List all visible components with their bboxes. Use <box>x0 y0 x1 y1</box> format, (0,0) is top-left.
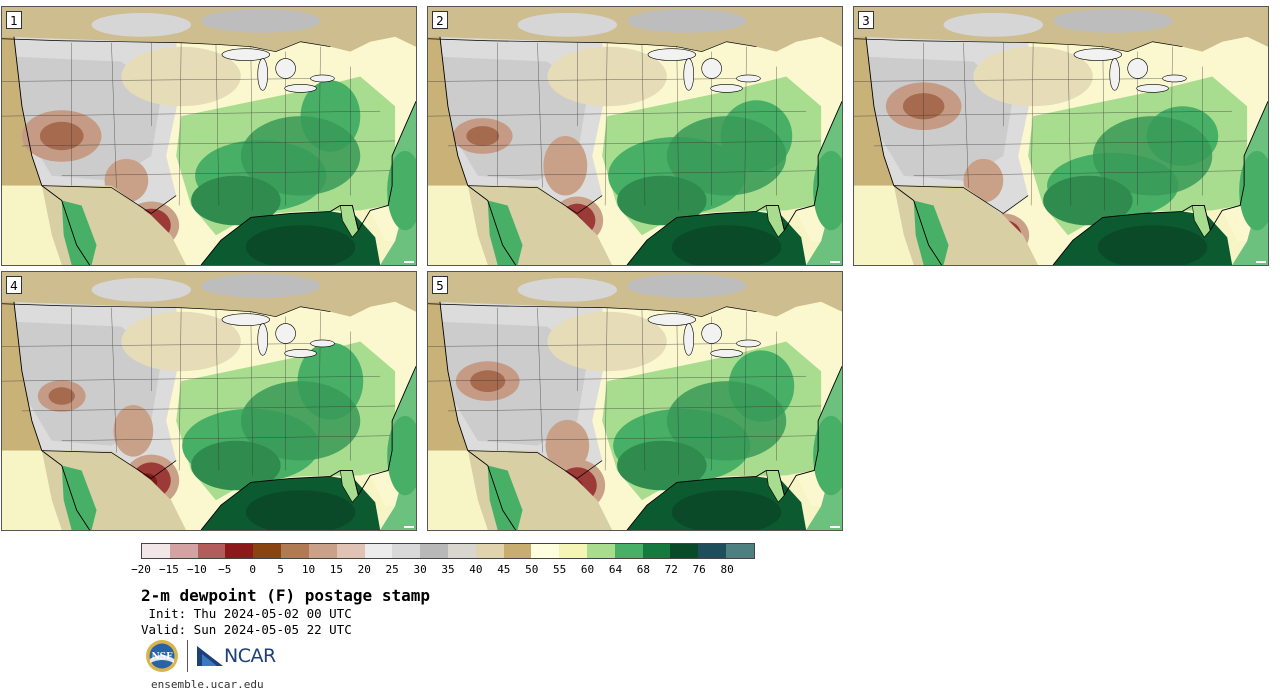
colorbar-swatch <box>614 544 643 558</box>
colorbar-swatch <box>308 544 337 558</box>
panel-label: 3 <box>858 11 874 29</box>
colorbar-tick-label: 76 <box>692 563 706 576</box>
colorbar-tick-label: 10 <box>301 563 316 576</box>
stamp-panel-1[interactable]: 1 <box>1 6 417 266</box>
dewpoint-map <box>428 272 842 530</box>
colorbar-tick-label: 50 <box>525 563 539 576</box>
dewpoint-colorbar <box>141 543 755 559</box>
stamp-panel-4[interactable]: 4 <box>1 271 417 531</box>
colorbar-swatch <box>670 544 699 558</box>
init-time: Init: Thu 2024-05-02 00 UTC <box>141 606 352 621</box>
colorbar-tick-label: 64 <box>608 563 623 576</box>
colorbar-swatch <box>698 544 727 558</box>
ncar-logo: NCAR <box>197 645 276 667</box>
colorbar-tick-label: 25 <box>385 563 399 576</box>
sponsor-logos: NSF NCAR <box>145 638 276 674</box>
colorbar-swatch <box>420 544 448 558</box>
scale-tick <box>404 261 414 263</box>
dewpoint-map <box>2 272 416 530</box>
panel-label: 2 <box>432 11 448 29</box>
colorbar-swatch <box>531 544 560 558</box>
nsf-logo-text: NSF <box>151 652 173 662</box>
colorbar-tick-label: 72 <box>664 563 678 576</box>
colorbar-tick-label: 0 <box>249 563 256 576</box>
colorbar-tick-label: 45 <box>497 563 511 576</box>
colorbar-tick-label: 80 <box>720 563 734 576</box>
colorbar-swatch <box>281 544 309 558</box>
dewpoint-map <box>428 7 842 265</box>
stamp-panel-5[interactable]: 5 <box>427 271 843 531</box>
panel-label: 5 <box>432 276 448 294</box>
colorbar-tick-label: −15 <box>158 563 179 576</box>
title-block: 2-m dewpoint (F) postage stamp Init: Thu… <box>141 586 430 638</box>
colorbar-tick-label: −20 <box>131 563 151 576</box>
colorbar-swatch <box>197 544 226 558</box>
colorbar-swatch <box>225 544 254 558</box>
colorbar-tick-label: 30 <box>413 563 427 576</box>
colorbar-tick-label: 5 <box>277 563 284 576</box>
scale-tick <box>830 261 840 263</box>
colorbar-swatch <box>392 544 421 558</box>
colorbar-tick-label: 15 <box>329 563 343 576</box>
colorbar-tick-label: 60 <box>580 563 595 576</box>
colorbar-tick-labels: −20 −15 −10 −5 0 5 10 15 20 25 30 35 40 45 50 55 60 64 68 7… <box>131 563 755 577</box>
dewpoint-map <box>2 7 416 265</box>
colorbar-tick-label: 35 <box>441 563 455 576</box>
logo-divider <box>187 640 188 672</box>
scale-tick <box>1256 261 1266 263</box>
scale-tick <box>830 526 840 528</box>
colorbar-tick-label: 20 <box>357 563 371 576</box>
colorbar-swatch <box>169 544 198 558</box>
colorbar-swatch <box>447 544 476 558</box>
colorbar-swatch <box>587 544 615 558</box>
colorbar-tick-label: −5 <box>218 563 232 576</box>
valid-time: Valid: Sun 2024-05-05 22 UTC <box>141 622 352 637</box>
dewpoint-map <box>854 7 1268 265</box>
colorbar-swatch <box>503 544 532 558</box>
colorbar-swatch <box>559 544 587 558</box>
stamp-panel-2[interactable]: 2 <box>427 6 843 266</box>
scale-tick <box>404 526 414 528</box>
stamp-panel-3[interactable]: 3 <box>853 6 1269 266</box>
ncar-mark-icon <box>197 646 223 666</box>
colorbar-swatch <box>475 544 504 558</box>
panel-label: 4 <box>6 276 22 294</box>
colorbar-swatch <box>253 544 282 558</box>
colorbar-swatch <box>336 544 365 558</box>
map-title: 2-m dewpoint (F) postage stamp <box>141 586 430 605</box>
site-url: ensemble.ucar.edu <box>151 678 264 691</box>
panel-label: 1 <box>6 11 22 29</box>
colorbar-swatch <box>142 544 170 558</box>
colorbar-swatch <box>642 544 671 558</box>
nsf-logo-icon: NSF <box>146 640 178 672</box>
colorbar-tick-label: 40 <box>469 563 483 576</box>
colorbar-tick-label: 55 <box>553 563 567 576</box>
colorbar-swatch <box>364 544 393 558</box>
colorbar-swatch <box>726 544 754 558</box>
ncar-logo-text: NCAR <box>224 645 276 667</box>
colorbar-tick-label: −10 <box>186 563 207 576</box>
colorbar-tick-label: 68 <box>636 563 650 576</box>
